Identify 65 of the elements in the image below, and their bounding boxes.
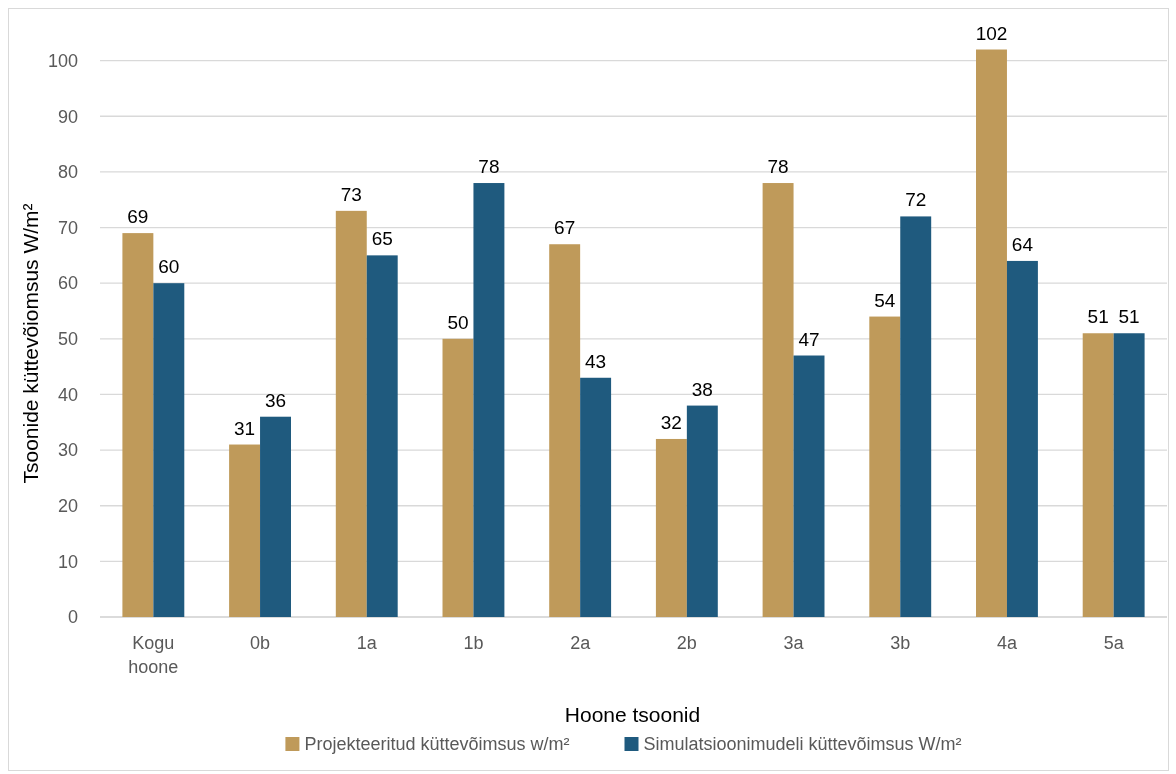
bar <box>580 377 612 617</box>
data-label: 32 <box>660 411 682 433</box>
x-tick-label: 2a <box>570 633 592 653</box>
data-label: 64 <box>1011 233 1034 255</box>
data-label: 102 <box>975 22 1008 44</box>
bar <box>1113 333 1145 617</box>
data-label: 31 <box>234 417 256 439</box>
bar <box>335 210 367 617</box>
bar <box>549 244 581 617</box>
y-tick-label: 30 <box>57 440 78 461</box>
y-tick-label: 10 <box>57 551 78 572</box>
bar <box>793 355 825 617</box>
y-tick-label: 40 <box>57 384 78 405</box>
data-label: 69 <box>127 206 149 228</box>
x-tick-label: 3b <box>890 633 911 653</box>
x-axis-title: Hoone tsoonid <box>564 703 701 726</box>
x-tick-label: 1b <box>463 633 484 653</box>
data-label: 67 <box>554 217 576 239</box>
y-tick-label: 20 <box>57 495 78 516</box>
bar <box>686 405 718 617</box>
bar <box>976 49 1007 617</box>
data-label: 73 <box>340 183 362 205</box>
bar <box>900 216 932 617</box>
y-tick-label: 80 <box>57 162 78 183</box>
x-tick-label: 5a <box>1103 633 1125 653</box>
data-label: 60 <box>158 256 180 278</box>
legend-label: Projekteeritud küttevõimsus w/m² <box>304 734 570 754</box>
data-label: 47 <box>798 328 820 350</box>
x-tick-label: Kogu hoone <box>128 633 179 677</box>
bar <box>260 416 291 617</box>
y-tick-label: 50 <box>57 329 78 350</box>
data-label: 51 <box>1087 306 1109 328</box>
bar <box>1082 333 1114 617</box>
x-tick-label: 4a <box>996 633 1018 653</box>
bar <box>366 255 398 617</box>
x-tick-label: 2b <box>676 633 697 653</box>
y-tick-label: 60 <box>57 273 78 294</box>
data-label: 36 <box>264 389 287 411</box>
legend-label: Simulatsioonimudeli küttevõimsus W/m² <box>643 734 962 754</box>
data-label: 43 <box>585 350 607 372</box>
data-label: 78 <box>767 156 789 178</box>
y-axis-title: Tsoonide küttevõiomsus W/m² <box>19 203 42 484</box>
bar <box>153 283 185 617</box>
bar <box>229 444 261 617</box>
bar <box>473 183 505 617</box>
bar <box>1006 260 1038 617</box>
y-tick-label: 90 <box>57 106 78 127</box>
data-label: 51 <box>1118 306 1140 328</box>
data-label: 54 <box>874 289 896 311</box>
data-label: 38 <box>691 378 713 400</box>
data-label: 65 <box>371 228 393 250</box>
data-label: 72 <box>905 189 927 211</box>
bar <box>442 338 474 617</box>
y-tick-label: 100 <box>47 50 78 71</box>
bar <box>869 316 901 617</box>
bar <box>762 183 794 617</box>
data-label: 78 <box>478 156 500 178</box>
x-tick-label: 0b <box>250 633 271 653</box>
bar <box>655 438 687 617</box>
data-label: 50 <box>447 311 469 333</box>
x-tick-label: 1a <box>356 633 378 653</box>
y-tick-label: 0 <box>67 607 78 628</box>
x-tick-label: 3a <box>783 633 805 653</box>
bar <box>122 233 154 617</box>
y-tick-label: 70 <box>57 217 78 238</box>
